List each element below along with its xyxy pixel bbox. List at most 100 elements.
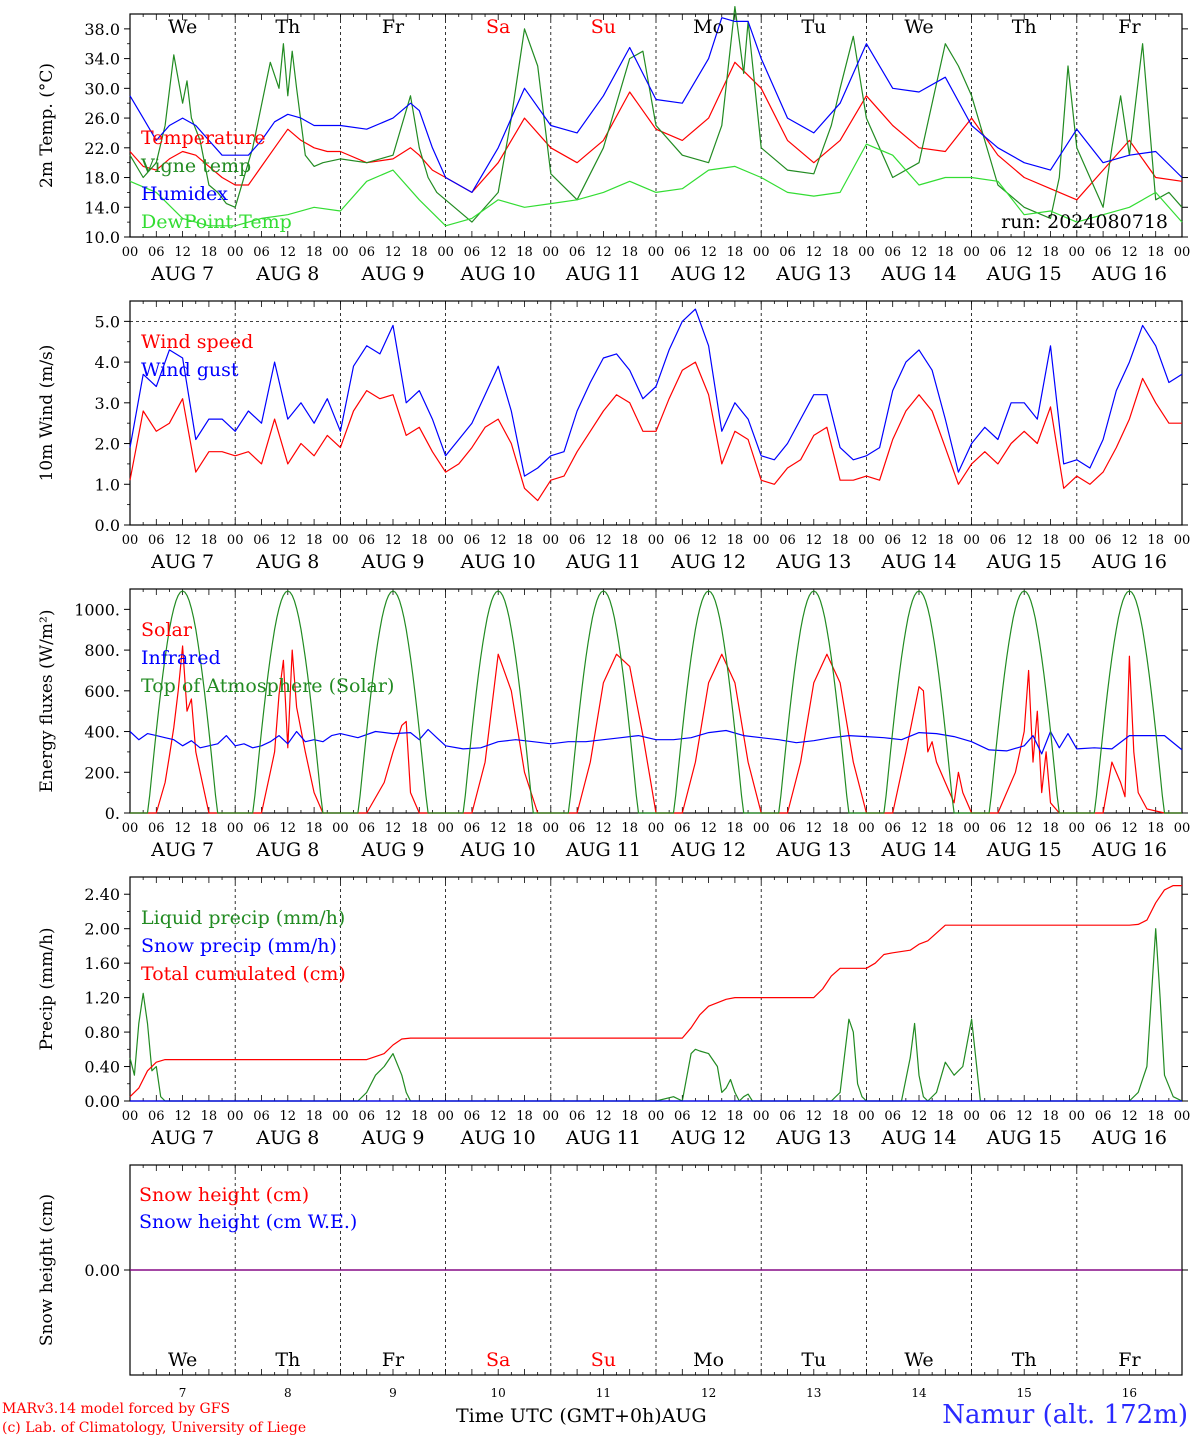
y-tick-label: 200. xyxy=(84,763,120,782)
hour-tick-label: 18 xyxy=(1147,821,1164,836)
date-label: AUG 13 xyxy=(775,1127,851,1149)
hour-tick-label: 12 xyxy=(1016,245,1033,260)
y-tick-label: 600. xyxy=(84,682,120,701)
day-number-label: 12 xyxy=(701,1386,716,1400)
hour-tick-label: 06 xyxy=(253,821,270,836)
hour-tick-label: 06 xyxy=(1095,821,1112,836)
hour-tick-label: 12 xyxy=(911,1109,928,1124)
hour-tick-label: 18 xyxy=(411,1109,428,1124)
day-number-label: 8 xyxy=(284,1386,292,1400)
date-label: AUG 13 xyxy=(775,839,851,861)
hour-tick-label: 18 xyxy=(1147,533,1164,548)
hour-tick-label: 18 xyxy=(1042,533,1059,548)
hour-tick-label: 06 xyxy=(464,1109,481,1124)
hour-tick-label: 18 xyxy=(411,533,428,548)
legend-entry: Vigne temp xyxy=(140,155,251,177)
y-axis-label: Precip (mm/h) xyxy=(37,927,57,1050)
hour-tick-label: 00 xyxy=(858,533,875,548)
hour-tick-label: 06 xyxy=(779,821,796,836)
weekday-label-top: Su xyxy=(591,16,616,38)
hour-tick-label: 06 xyxy=(358,821,375,836)
hour-tick-label: 00 xyxy=(437,1109,454,1124)
hour-tick-label: 00 xyxy=(858,1109,875,1124)
hour-tick-label: 18 xyxy=(937,533,954,548)
hour-tick-label: 00 xyxy=(437,533,454,548)
date-label: AUG 16 xyxy=(1091,263,1167,285)
hour-tick-label: 00 xyxy=(1174,821,1191,836)
hour-tick-label: 00 xyxy=(122,533,139,548)
hour-tick-label: 18 xyxy=(201,1109,218,1124)
date-label: AUG 10 xyxy=(460,551,536,573)
hour-tick-label: 18 xyxy=(201,821,218,836)
weekday-label-bottom: Tu xyxy=(801,1349,826,1371)
hour-tick-label: 18 xyxy=(832,533,849,548)
hour-tick-label: 00 xyxy=(753,821,770,836)
day-number-label: 15 xyxy=(1017,1386,1032,1400)
hour-tick-label: 18 xyxy=(937,245,954,260)
panel-frame xyxy=(129,300,1183,526)
day-number-label: 11 xyxy=(596,1386,611,1400)
hour-tick-label: 18 xyxy=(727,533,744,548)
hour-tick-label: 06 xyxy=(148,1109,165,1124)
hour-tick-label: 18 xyxy=(516,245,533,260)
hour-tick-label: 12 xyxy=(700,533,717,548)
date-label: AUG 14 xyxy=(880,839,956,861)
hour-tick-label: 18 xyxy=(516,1109,533,1124)
hour-tick-label: 00 xyxy=(332,245,349,260)
y-tick-label: 0.00 xyxy=(84,1261,120,1280)
date-label: AUG 7 xyxy=(150,263,214,285)
hour-tick-label: 18 xyxy=(727,245,744,260)
weekday-label-bottom: Mo xyxy=(693,1349,724,1371)
legend-entry: Solar xyxy=(141,619,193,641)
hour-tick-label: 12 xyxy=(280,1109,297,1124)
legend-entry: Snow height (cm W.E.) xyxy=(139,1211,357,1233)
series-line xyxy=(129,361,1182,502)
hour-tick-label: 18 xyxy=(1147,245,1164,260)
legend-entry: Liquid precip (mm/h) xyxy=(141,907,345,929)
legend-entry: Temperature xyxy=(141,127,265,149)
hour-tick-label: 06 xyxy=(569,533,586,548)
date-label: AUG 10 xyxy=(460,1127,536,1149)
hour-tick-label: 06 xyxy=(779,1109,796,1124)
legend-entry: Wind speed xyxy=(141,331,253,353)
hour-tick-label: 12 xyxy=(280,533,297,548)
hour-tick-label: 12 xyxy=(806,245,823,260)
date-label: AUG 7 xyxy=(150,839,214,861)
hour-tick-label: 06 xyxy=(1095,533,1112,548)
date-label: AUG 9 xyxy=(360,551,424,573)
day-number-label: 9 xyxy=(389,1386,397,1400)
date-label: AUG 8 xyxy=(255,1127,319,1149)
y-tick-label: 400. xyxy=(84,723,120,742)
hour-tick-label: 18 xyxy=(937,1109,954,1124)
date-label: AUG 11 xyxy=(565,1127,641,1149)
model-credit: MARv3.14 model forced by GFS xyxy=(2,1401,231,1417)
x-axis-label: Time UTC (GMT+0h)AUG xyxy=(456,1405,707,1427)
date-label: AUG 16 xyxy=(1091,839,1167,861)
y-tick-label: 2.00 xyxy=(84,920,120,939)
hour-tick-label: 12 xyxy=(1121,821,1138,836)
date-label: AUG 9 xyxy=(360,1127,424,1149)
series-line xyxy=(129,6,1183,223)
hour-tick-label: 00 xyxy=(753,533,770,548)
y-tick-label: 34.0 xyxy=(84,50,120,69)
hour-tick-label: 12 xyxy=(174,821,191,836)
weekday-label-top: Sa xyxy=(486,16,510,38)
legend-entry: Humidex xyxy=(141,183,228,205)
hour-tick-label: 12 xyxy=(490,1109,507,1124)
hour-tick-label: 18 xyxy=(1147,1109,1164,1124)
hour-tick-label: 12 xyxy=(700,821,717,836)
hour-tick-label: 00 xyxy=(963,1109,980,1124)
hour-tick-label: 00 xyxy=(648,245,665,260)
legend-entry: Wind gust xyxy=(141,359,239,381)
hour-tick-label: 06 xyxy=(148,821,165,836)
y-tick-label: 0. xyxy=(105,804,120,823)
hour-tick-label: 12 xyxy=(911,245,928,260)
date-label: AUG 14 xyxy=(880,551,956,573)
y-tick-label: 0.40 xyxy=(84,1058,120,1077)
hour-tick-label: 12 xyxy=(595,533,612,548)
y-axis-label: Snow height (cm) xyxy=(37,1194,57,1346)
day-number-label: 13 xyxy=(806,1386,821,1400)
hour-tick-label: 12 xyxy=(911,821,928,836)
hour-tick-label: 18 xyxy=(306,821,323,836)
date-label: AUG 9 xyxy=(360,263,424,285)
